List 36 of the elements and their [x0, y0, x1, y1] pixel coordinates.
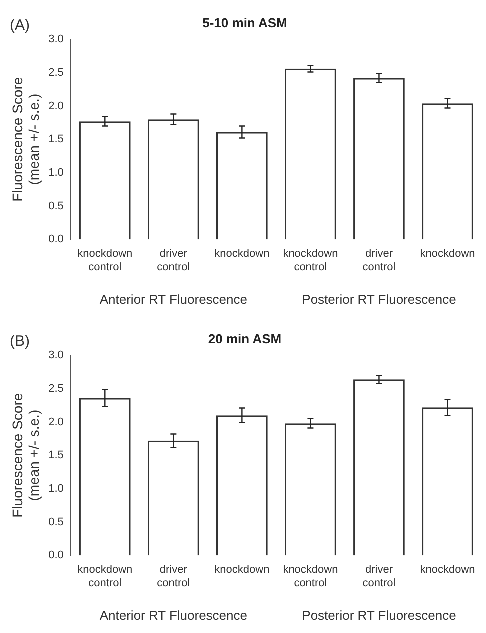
chart-title: 5-10 min ASM: [202, 15, 288, 30]
x-tick-label: knockdown control: [283, 248, 338, 274]
x-tick-label: driver control: [157, 564, 190, 590]
y-tick-label: 3.0: [48, 350, 64, 362]
y-tick-label: 1.5: [48, 134, 64, 146]
text: Posterior RT Fluorescence: [302, 608, 456, 623]
x-tick-label: driver control: [157, 248, 190, 274]
y-tick-label: 2.0: [48, 416, 64, 428]
x-tick-label: knockdown: [214, 248, 270, 260]
y-tick-label: 0.5: [48, 200, 64, 212]
y-axis-title: Fluorescence Score (mean +/- s.e.): [9, 77, 42, 202]
y-tick-label: 3.0: [48, 34, 64, 46]
text: Anterior RT Fluorescence: [100, 608, 248, 623]
x-tick-label: knockdown: [214, 564, 270, 576]
x-tick-label: driver control: [362, 248, 396, 274]
text: (B): [10, 333, 30, 350]
y-tick-label: 1.0: [48, 166, 64, 179]
text: Anterior RT Fluorescence: [100, 292, 248, 307]
y-tick-label: 2.5: [48, 382, 64, 395]
y-tick-label: 0.0: [48, 550, 64, 562]
y-tick-label: 2.0: [48, 100, 64, 112]
chart-title: 20 min ASM: [208, 331, 282, 346]
x-tick-label: knockdown control: [78, 248, 133, 274]
x-tick-label: knockdown control: [78, 564, 133, 590]
x-tick-label: knockdown: [420, 248, 476, 260]
y-tick-label: 2.5: [48, 66, 64, 79]
y-axis-title: Fluorescence Score (mean +/- s.e.): [9, 393, 42, 518]
x-tick-label: knockdown control: [283, 564, 338, 590]
y-tick-label: 1.5: [48, 450, 64, 462]
text: (A): [10, 17, 30, 34]
x-tick-label: knockdown: [420, 564, 476, 576]
y-tick-label: 0.0: [48, 234, 64, 246]
text: Posterior RT Fluorescence: [302, 292, 456, 307]
y-tick-label: 0.5: [48, 516, 64, 528]
y-tick-label: 1.0: [48, 482, 64, 495]
x-tick-label: driver control: [362, 564, 396, 590]
